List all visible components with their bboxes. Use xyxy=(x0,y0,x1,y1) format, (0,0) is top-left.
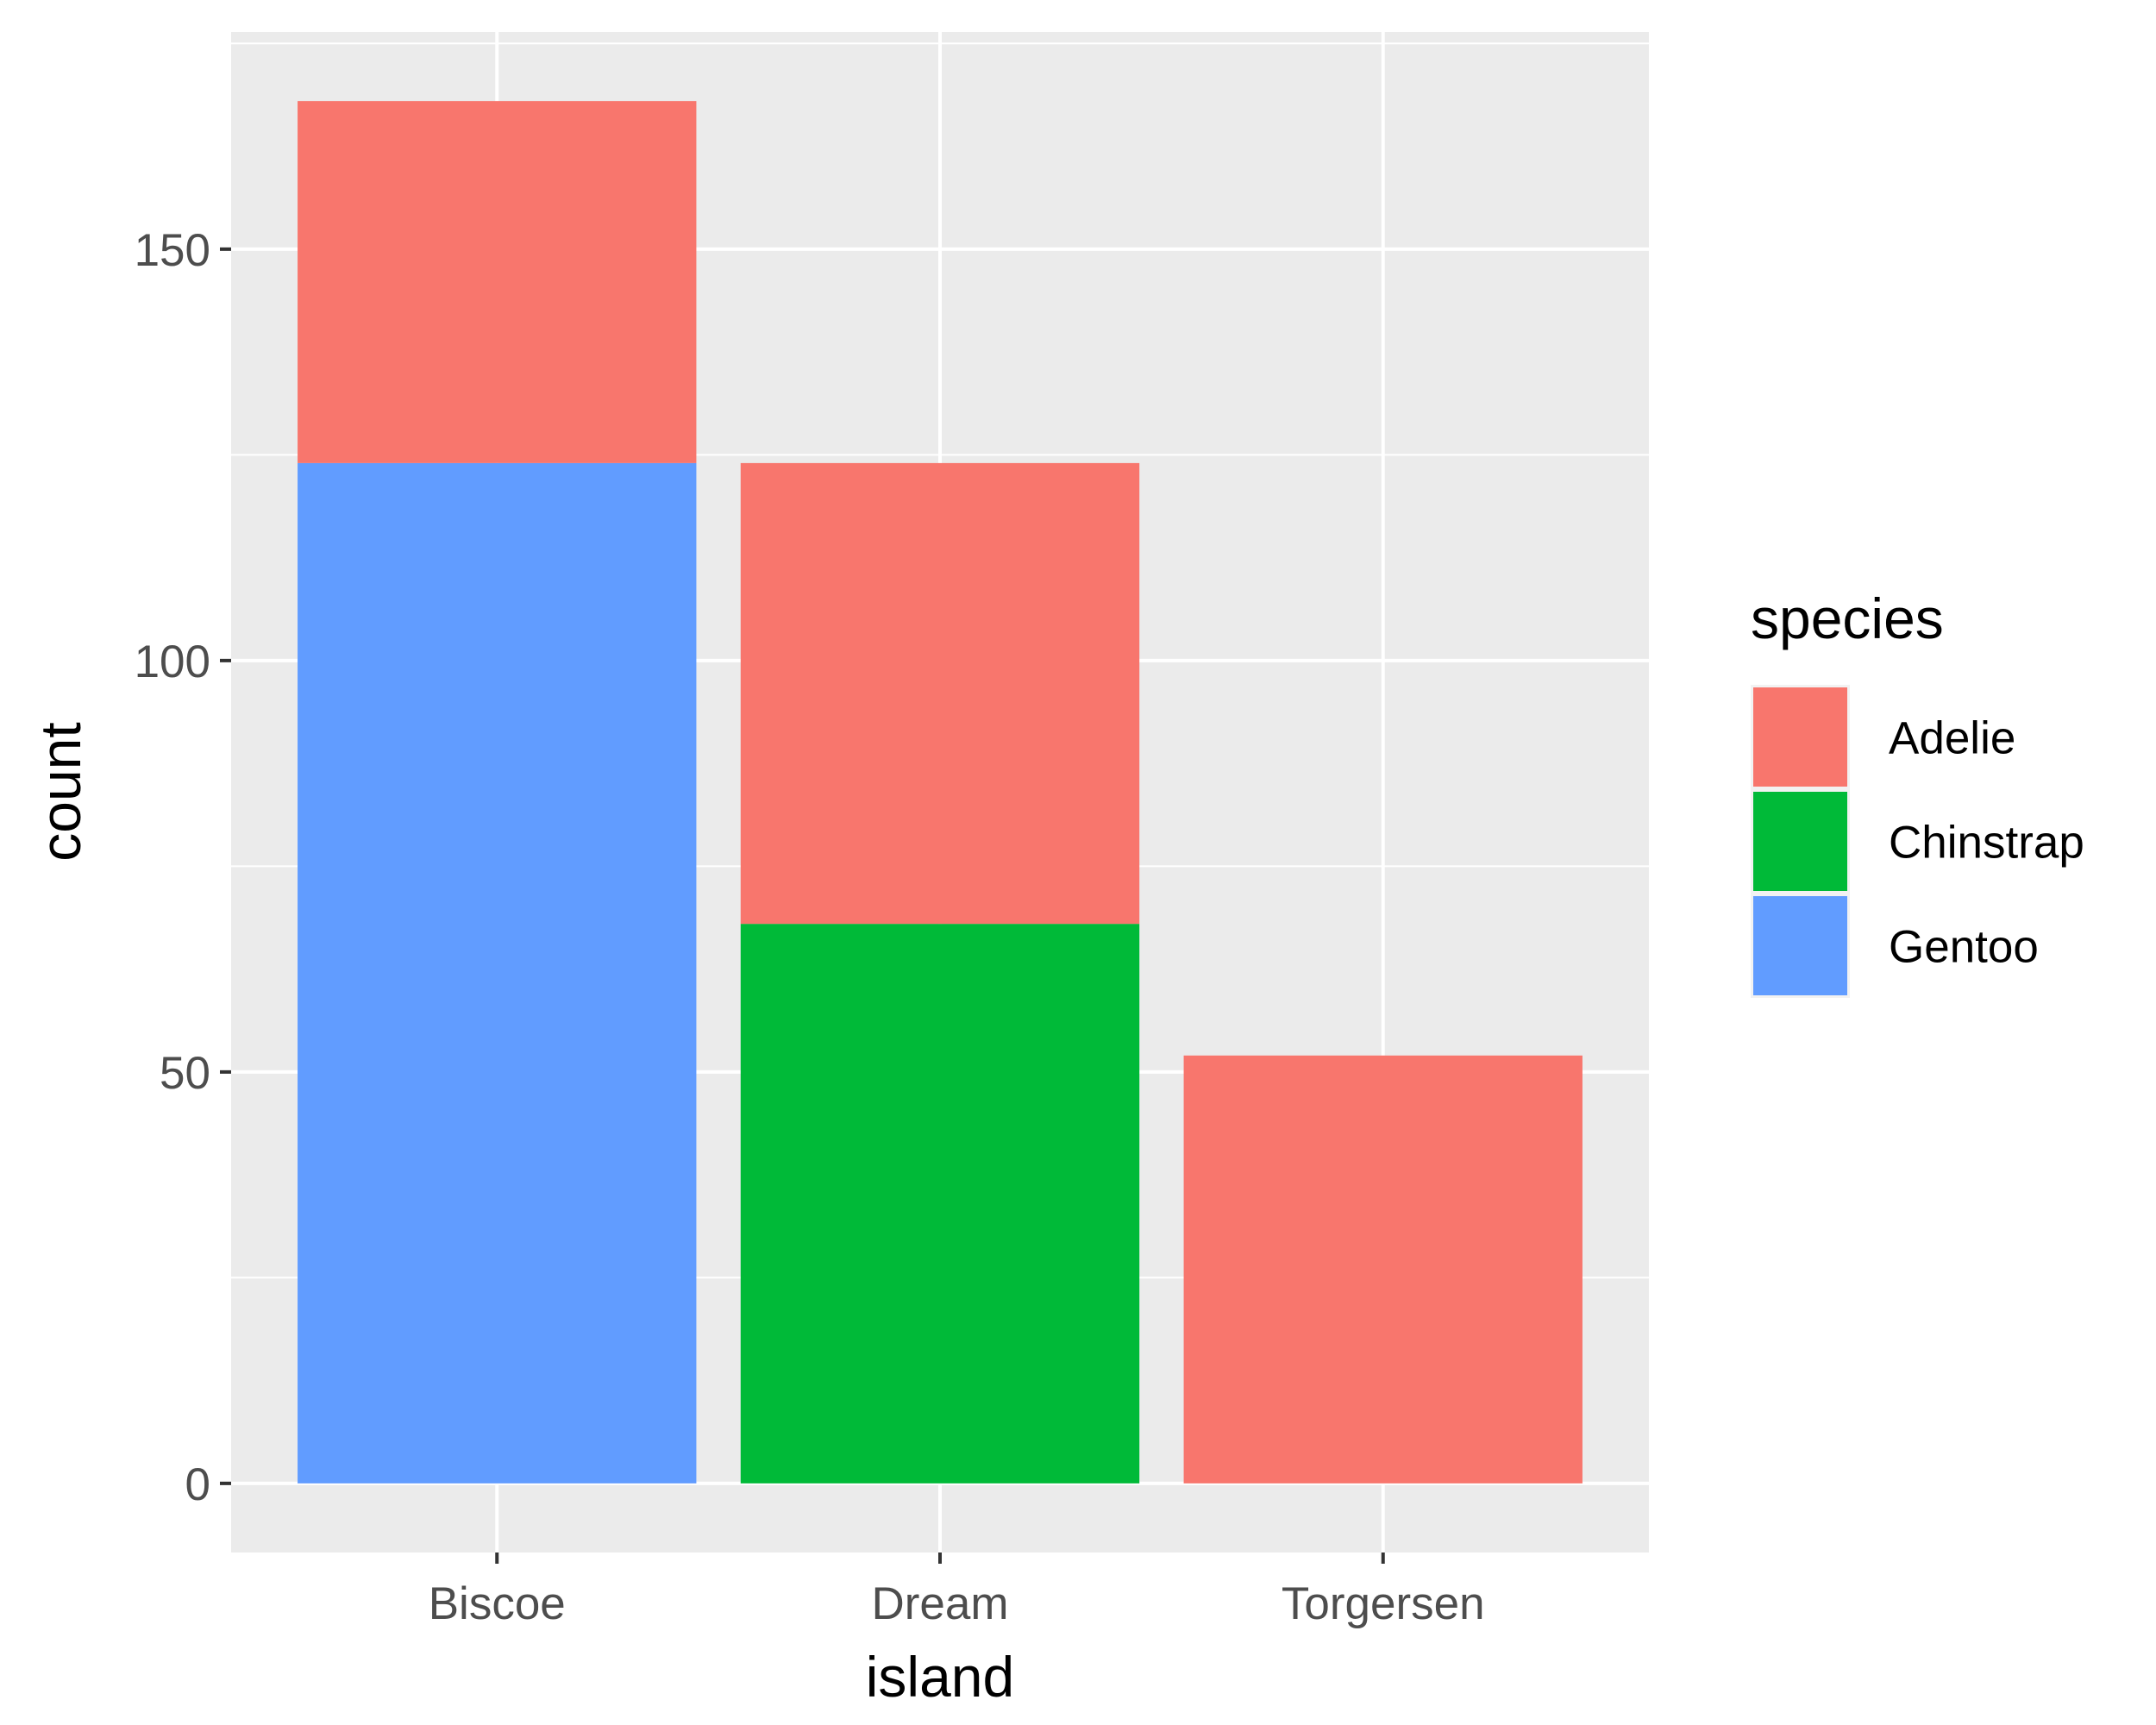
legend-swatch-gentoo xyxy=(1753,896,1847,995)
bar-biscoe-gentoo xyxy=(298,462,697,1484)
legend-swatch-chinstrap xyxy=(1753,792,1847,891)
y-axis-title: count xyxy=(28,722,92,861)
x-tick-label: Dream xyxy=(871,1578,1008,1629)
y-tick-label: 150 xyxy=(135,225,210,276)
legend: species Adelie Chinstrap Gentoo xyxy=(1751,586,2084,998)
bar-torgersen-adelie xyxy=(1183,1055,1583,1484)
x-axis: Biscoe Dream Torgersen xyxy=(429,1552,1485,1629)
x-axis-title: island xyxy=(866,1645,1014,1709)
bar-dream-chinstrap xyxy=(740,924,1140,1484)
bars xyxy=(298,101,1583,1484)
legend-title: species xyxy=(1751,586,1944,650)
legend-label-gentoo: Gentoo xyxy=(1889,922,2039,973)
legend-swatch-adelie xyxy=(1753,687,1847,787)
x-tick-label: Torgersen xyxy=(1282,1578,1485,1629)
y-tick-label: 0 xyxy=(185,1459,210,1510)
y-axis: 0 50 100 150 xyxy=(135,225,231,1510)
legend-label-chinstrap: Chinstrap xyxy=(1889,818,2084,869)
bar-biscoe-adelie xyxy=(298,101,697,463)
y-tick-label: 50 xyxy=(160,1048,210,1099)
x-tick-label: Biscoe xyxy=(429,1578,566,1629)
y-tick-label: 100 xyxy=(135,637,210,687)
legend-label-adelie: Adelie xyxy=(1889,713,2015,764)
bar-dream-adelie xyxy=(740,462,1140,925)
